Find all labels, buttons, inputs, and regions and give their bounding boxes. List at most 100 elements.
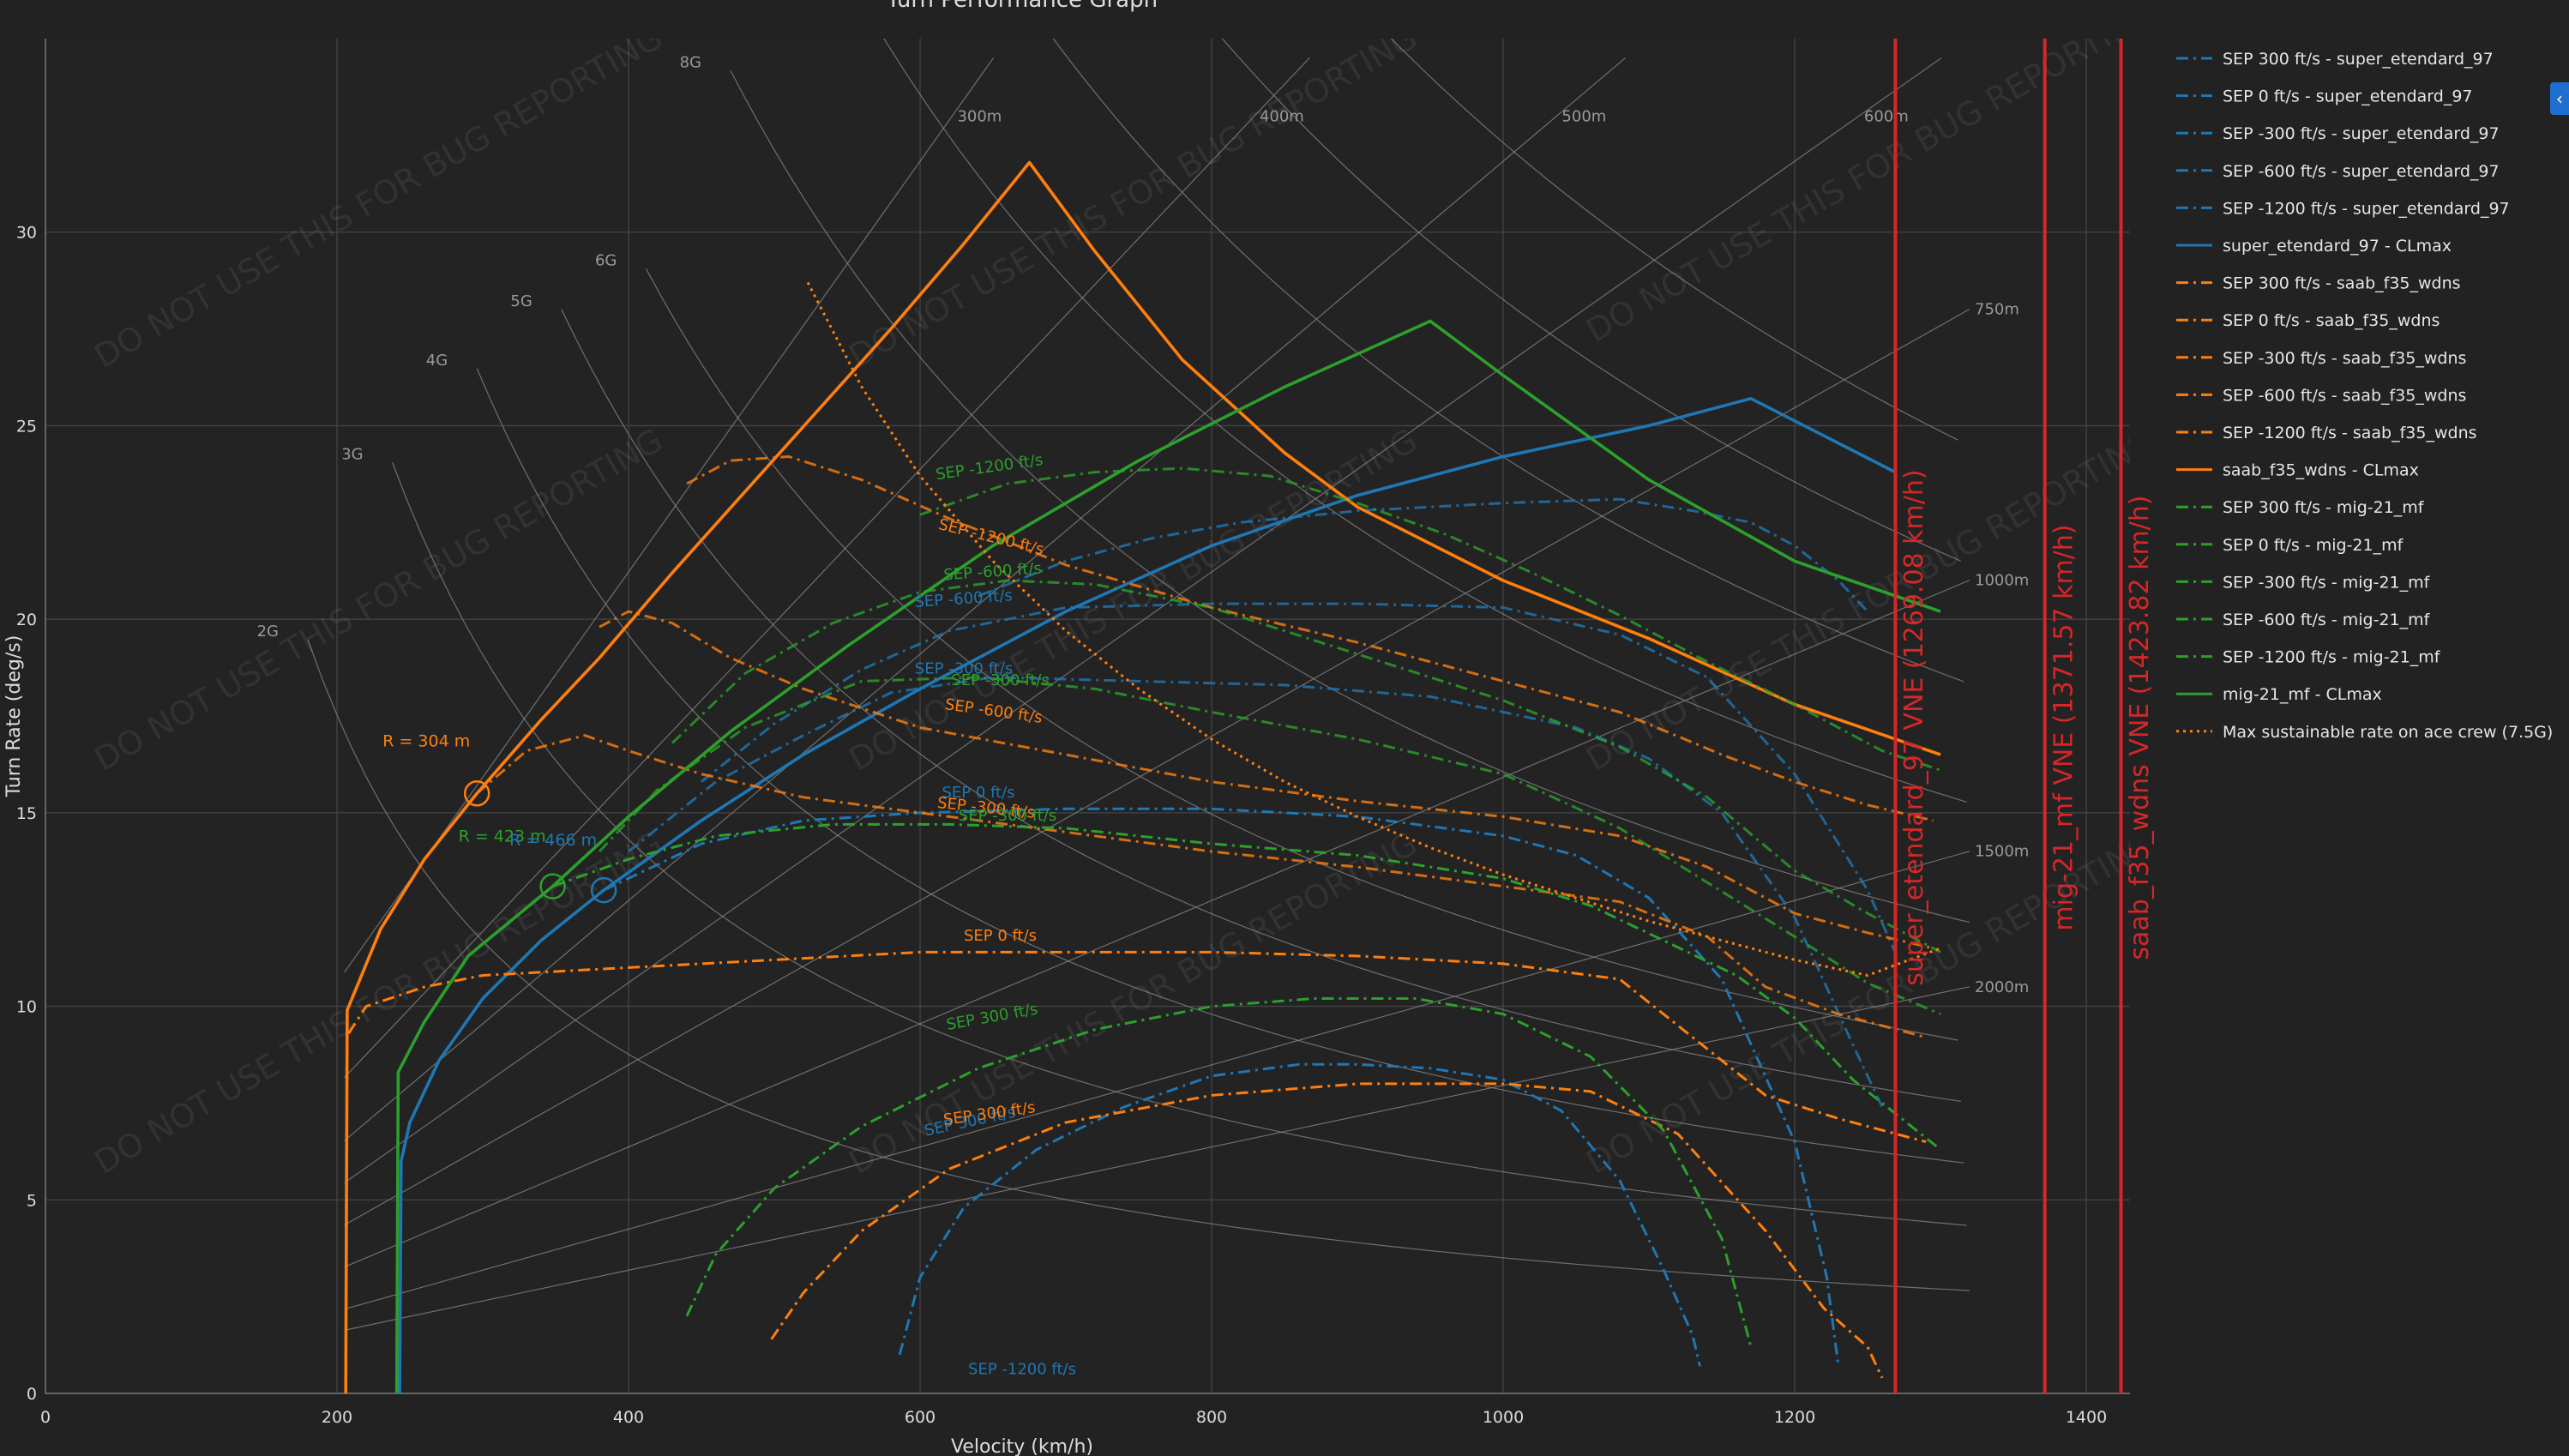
legend-item[interactable]: SEP 0 ft/s - super_etendard_97 <box>2176 87 2473 106</box>
vne-label: mig-21_mf VNE (1371.57 km/h) <box>2049 524 2079 930</box>
legend-label: SEP -1200 ft/s - saab_f35_wdns <box>2223 424 2477 442</box>
legend-item[interactable]: SEP -300 ft/s - mig-21_mf <box>2176 573 2431 592</box>
radius-line <box>344 580 1970 1268</box>
g-load-line <box>392 462 1967 1226</box>
legend-item[interactable]: SEP -600 ft/s - saab_f35_wdns <box>2176 386 2466 405</box>
x-tick-label: 1200 <box>1774 1408 1815 1427</box>
g-load-line <box>883 39 1967 803</box>
vne-label: super_etendard_97 VNE (1269.08 km/h) <box>1899 469 1929 985</box>
legend-item[interactable]: SEP -300 ft/s - super_etendard_97 <box>2176 124 2500 143</box>
y-tick-label: 20 <box>16 611 37 629</box>
g-load-line <box>1221 39 1962 562</box>
legend: SEP 300 ft/s - super_etendard_97 SEP 0 ft… <box>2176 50 2553 742</box>
legend-label: SEP -600 ft/s - super_etendard_97 <box>2223 162 2500 181</box>
x-tick-label: 400 <box>613 1408 644 1427</box>
g-load-label: 8G <box>680 53 701 71</box>
series-line <box>628 676 1884 1108</box>
corner-marker <box>590 876 617 904</box>
chart-title: Turn Performance Graph <box>886 0 1158 13</box>
radius-line <box>344 308 1970 1226</box>
collapse-panel-button[interactable]: ‹ <box>2550 82 2569 115</box>
sep-label: SEP -300 ft/s <box>951 671 1049 689</box>
legend-item[interactable]: SEP -600 ft/s - mig-21_mf <box>2176 611 2431 629</box>
y-tick-label: 10 <box>16 998 37 1017</box>
radius-label: 600m <box>1864 107 1909 125</box>
legend-item[interactable]: SEP -1200 ft/s - saab_f35_wdns <box>2176 424 2477 442</box>
g-load-line <box>730 70 1970 924</box>
x-tick-label: 1400 <box>2066 1408 2107 1427</box>
series-line <box>598 676 1941 1015</box>
legend-label: SEP -300 ft/s - super_etendard_97 <box>2223 124 2500 143</box>
radius-label: 750m <box>1975 300 2019 318</box>
series-line <box>701 602 1898 957</box>
x-tick-label: 1000 <box>1483 1408 1524 1427</box>
y-axis-title: Turn Rate (deg/s) <box>3 635 25 798</box>
series-line <box>344 160 1941 1393</box>
sep-label: SEP 0 ft/s <box>942 784 1014 802</box>
series-line <box>398 396 1897 1393</box>
legend-item[interactable]: SEP -1200 ft/s - super_etendard_97 <box>2176 199 2510 218</box>
legend-label: SEP 0 ft/s - super_etendard_97 <box>2223 87 2473 106</box>
legend-item[interactable]: SEP -300 ft/s - saab_f35_wdns <box>2176 349 2466 368</box>
legend-item[interactable]: SEP 0 ft/s - saab_f35_wdns <box>2176 311 2440 330</box>
legend-label: super_etendard_97 - CLmax <box>2223 237 2452 256</box>
legend-item[interactable]: saab_f35_wdns - CLmax <box>2176 461 2419 480</box>
radius-label: 2000m <box>1975 978 2029 996</box>
y-tick-label: 15 <box>16 804 37 823</box>
legend-label: SEP -300 ft/s - mig-21_mf <box>2223 573 2431 592</box>
legend-label: SEP 300 ft/s - saab_f35_wdns <box>2223 274 2461 293</box>
series-line <box>603 807 1840 1367</box>
legend-label: SEP 300 ft/s - mig-21_mf <box>2223 498 2425 517</box>
radius-line <box>344 986 1970 1331</box>
radius-line <box>344 57 1942 1184</box>
legend-label: SEP 300 ft/s - super_etendard_97 <box>2223 50 2494 69</box>
legend-item[interactable]: SEP -600 ft/s - super_etendard_97 <box>2176 162 2500 181</box>
legend-item[interactable]: SEP 300 ft/s - super_etendard_97 <box>2176 50 2494 69</box>
g-load-label: 5G <box>510 292 532 310</box>
g-load-line <box>561 309 1961 1102</box>
series-line <box>686 455 1934 822</box>
legend-label: SEP -1200 ft/s - mig-21_mf <box>2223 648 2441 667</box>
legend-item[interactable]: SEP -1200 ft/s - mig-21_mf <box>2176 648 2441 667</box>
series-line <box>394 319 1941 1393</box>
g-load-label: 6G <box>595 251 617 269</box>
x-tick-label: 600 <box>905 1408 936 1427</box>
corner-marker <box>539 873 566 899</box>
plot-area <box>45 39 2130 1393</box>
legend-item[interactable]: SEP 300 ft/s - mig-21_mf <box>2176 498 2425 517</box>
series-line <box>552 822 1941 1151</box>
y-tick-label: 5 <box>27 1191 37 1210</box>
g-load-label: 4G <box>426 352 448 370</box>
y-tick-label: 0 <box>27 1385 37 1404</box>
legend-item[interactable]: SEP 300 ft/s - saab_f35_wdns <box>2176 274 2461 293</box>
sep-label: SEP -300 ft/s <box>915 659 1013 677</box>
legend-item[interactable]: SEP 0 ft/s - mig-21_mf <box>2176 536 2404 555</box>
legend-item[interactable]: mig-21_mf - CLmax <box>2176 685 2382 704</box>
y-tick-label: 30 <box>16 224 37 243</box>
legend-label: SEP 0 ft/s - saab_f35_wdns <box>2223 311 2440 330</box>
radius-label: 500m <box>1561 107 1606 125</box>
radius-label: 1500m <box>1975 843 2029 861</box>
legend-item[interactable]: Max sustainable rate on ace crew (7.5G) <box>2176 723 2553 742</box>
radius-line <box>344 57 1626 1141</box>
x-tick-label: 0 <box>40 1408 51 1427</box>
radius-label: 300m <box>957 107 1002 125</box>
g-load-line <box>1390 39 1958 441</box>
radius-label: 1000m <box>1975 572 2029 590</box>
corner-marker-label: R = 304 m <box>382 731 470 750</box>
vne-label: saab_f35_wdns VNE (1423.82 km/h) <box>2125 495 2155 960</box>
legend-label: Max sustainable rate on ace crew (7.5G) <box>2223 723 2553 742</box>
x-tick-label: 200 <box>322 1408 352 1427</box>
legend-label: SEP -300 ft/s - saab_f35_wdns <box>2223 349 2466 368</box>
radius-label: 400m <box>1260 107 1304 125</box>
g-load-line <box>1052 39 1964 683</box>
g-load-line <box>307 639 1970 1291</box>
corner-marker-label: R = 423 m <box>459 827 546 846</box>
radius-line <box>344 57 995 973</box>
y-tick-label: 25 <box>16 417 37 436</box>
series-line <box>671 579 1941 954</box>
sep-label: SEP -300 ft/s <box>959 807 1056 825</box>
x-tick-label: 800 <box>1196 1408 1227 1427</box>
legend-item[interactable]: super_etendard_97 - CLmax <box>2176 237 2452 256</box>
